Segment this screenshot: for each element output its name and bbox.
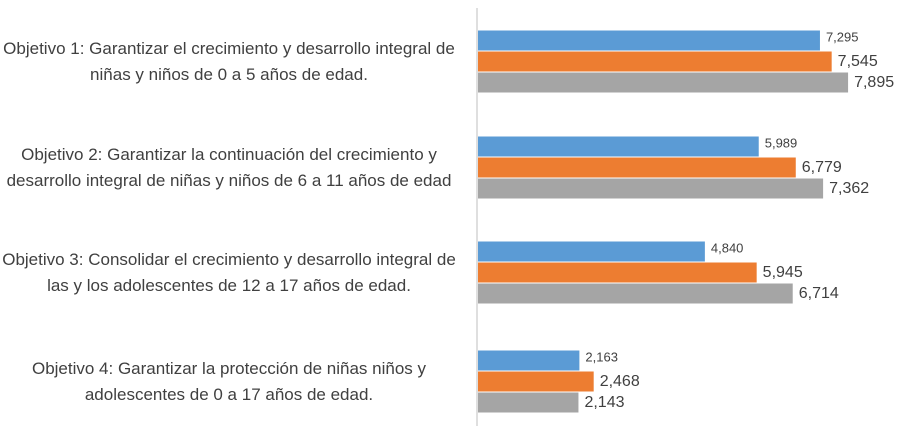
data-label: 2,163	[585, 349, 618, 364]
data-label: 7,545	[838, 53, 878, 70]
data-label: 2,143	[584, 394, 624, 411]
data-label: 6,714	[799, 285, 839, 302]
data-label: 7,295	[826, 29, 859, 44]
category-label: Objetivo 3: Consolidar el crecimiento y …	[2, 250, 456, 295]
bar	[478, 30, 820, 51]
bar	[478, 283, 793, 304]
category-label: Objetivo 2: Garantizar la continuación d…	[6, 145, 452, 190]
data-label: 5,945	[763, 264, 803, 281]
bar	[478, 350, 580, 371]
bar	[478, 392, 579, 413]
data-label: 2,468	[600, 373, 640, 390]
category-label: Objetivo 1: Garantizar el crecimiento y …	[3, 39, 455, 84]
data-label: 7,362	[829, 180, 869, 197]
bar	[478, 178, 824, 199]
data-label: 6,779	[802, 159, 842, 176]
bar	[478, 72, 849, 93]
bar	[478, 371, 594, 392]
bar	[478, 262, 757, 283]
data-label: 5,989	[765, 135, 798, 150]
bar	[478, 157, 796, 178]
bar	[478, 51, 832, 72]
data-label: 7,895	[854, 74, 894, 91]
data-label: 4,840	[711, 240, 744, 255]
category-label: Objetivo 4: Garantizar la protección de …	[31, 359, 427, 404]
bar	[478, 241, 705, 262]
bar	[478, 136, 759, 157]
